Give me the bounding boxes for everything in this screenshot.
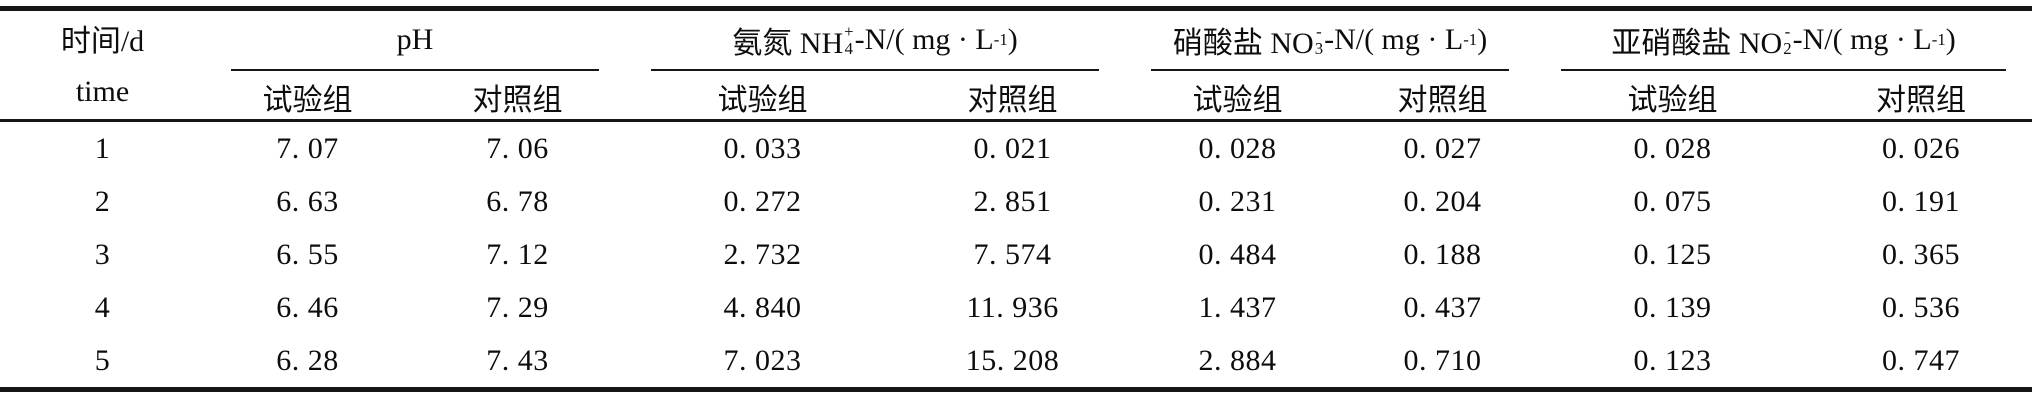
- cell-no3-control: 0. 188: [1403, 237, 1482, 271]
- cell-no2-control: 0. 365: [1882, 237, 1961, 271]
- cell-no2-control: 0. 191: [1882, 184, 1961, 218]
- group-label-nitrate: 硝酸盐 NO -3 -N/( mg · L -1 ): [1151, 15, 1510, 71]
- subheader-no2-test: 试验组: [1627, 84, 1718, 117]
- cell-no3-test: 0. 231: [1198, 184, 1277, 218]
- cell-no2-test: 0. 028: [1633, 131, 1712, 165]
- cell-time: 5: [94, 343, 111, 377]
- subheader-ph-test: 试验组: [262, 84, 353, 117]
- subheader-no3-test: 试验组: [1192, 84, 1283, 117]
- table-row: 1 7. 07 7. 06 0. 033 0. 021 0. 028 0. 02…: [0, 121, 2032, 176]
- subheader-no2-control: 对照组: [1876, 84, 1967, 117]
- cell-no3-test: 0. 484: [1198, 237, 1277, 271]
- subheader-ph-control: 对照组: [472, 84, 563, 117]
- table-header: 时间/d time pH 氨氮 NH +4 -N/( mg · L -1 ) 硝酸盐 …: [0, 9, 2032, 121]
- cell-nh4-control: 11. 936: [966, 290, 1059, 324]
- subheader-nh4-test: 试验组: [717, 84, 808, 117]
- sub-header-row: 试验组 对照组 试验组 对照组 试验组 对照组 试验组 对照组: [0, 75, 2032, 121]
- cell-time: 4: [94, 290, 111, 324]
- cell-nh4-test: 0. 033: [723, 131, 802, 165]
- cell-no2-control: 0. 747: [1882, 343, 1961, 377]
- cell-no3-test: 2. 884: [1198, 343, 1277, 377]
- group-label-ph: pH: [231, 15, 600, 71]
- cell-ph-test: 6. 46: [276, 290, 339, 324]
- cell-no2-test: 0. 123: [1633, 343, 1712, 377]
- cell-ph-control: 7. 29: [486, 290, 549, 324]
- time-header-cn: 时间/d: [60, 25, 145, 58]
- cell-no2-control: 0. 026: [1882, 131, 1961, 165]
- cell-ph-control: 7. 06: [486, 131, 549, 165]
- table-row: 3 6. 55 7. 12 2. 732 7. 574 0. 484 0. 18…: [0, 228, 2032, 281]
- cell-no2-test: 0. 075: [1633, 184, 1712, 218]
- cell-no2-control: 0. 536: [1882, 290, 1961, 324]
- cell-ph-control: 7. 12: [486, 237, 549, 271]
- cell-nh4-control: 15. 208: [965, 343, 1060, 377]
- group-label-ammonia: 氨氮 NH +4 -N/( mg · L -1 ): [651, 15, 1100, 71]
- cell-ph-test: 6. 55: [276, 237, 339, 271]
- group-header-ph: pH: [205, 9, 625, 76]
- table-row: 4 6. 46 7. 29 4. 840 11. 936 1. 437 0. 4…: [0, 281, 2032, 334]
- cell-no3-control: 0. 437: [1403, 290, 1482, 324]
- cell-nh4-control: 2. 851: [973, 184, 1052, 218]
- table-row: 2 6. 63 6. 78 0. 272 2. 851 0. 231 0. 20…: [0, 175, 2032, 228]
- table-row: 5 6. 28 7. 43 7. 023 15. 208 2. 884 0. 7…: [0, 334, 2032, 390]
- cell-ph-control: 6. 78: [486, 184, 549, 218]
- group-header-row: 时间/d time pH 氨氮 NH +4 -N/( mg · L -1 ) 硝酸盐 …: [0, 9, 2032, 108]
- group-header-nitrite: 亚硝酸盐 NO -2 -N/( mg · L -1 ): [1535, 9, 2032, 76]
- group-label-nitrite: 亚硝酸盐 NO -2 -N/( mg · L -1 ): [1561, 15, 2007, 71]
- cell-nh4-test: 4. 840: [723, 290, 802, 324]
- subheader-nh4-control: 对照组: [967, 84, 1058, 117]
- cell-time: 3: [94, 237, 111, 271]
- subheader-no3-control: 对照组: [1397, 84, 1488, 117]
- cell-no3-test: 0. 028: [1198, 131, 1277, 165]
- cell-nh4-test: 0. 272: [723, 184, 802, 218]
- cell-nh4-control: 7. 574: [973, 237, 1052, 271]
- time-header-en: time: [75, 75, 130, 108]
- group-header-ammonia: 氨氮 NH +4 -N/( mg · L -1 ): [625, 9, 1125, 76]
- cell-no3-control: 0. 710: [1403, 343, 1482, 377]
- water-quality-table: 时间/d time pH 氨氮 NH +4 -N/( mg · L -1 ) 硝酸盐 …: [0, 6, 2032, 392]
- cell-nh4-test: 2. 732: [723, 237, 802, 271]
- group-header-nitrate: 硝酸盐 NO -3 -N/( mg · L -1 ): [1125, 9, 1535, 76]
- cell-no3-control: 0. 204: [1403, 184, 1482, 218]
- cell-no2-test: 0. 125: [1633, 237, 1712, 271]
- cell-ph-test: 7. 07: [276, 131, 339, 165]
- cell-no2-test: 0. 139: [1633, 290, 1712, 324]
- cell-ph-test: 6. 63: [276, 184, 339, 218]
- cell-time: 1: [94, 131, 111, 165]
- cell-nh4-test: 7. 023: [723, 343, 802, 377]
- cell-no3-test: 1. 437: [1198, 290, 1277, 324]
- cell-no3-control: 0. 027: [1403, 131, 1482, 165]
- table-body: 1 7. 07 7. 06 0. 033 0. 021 0. 028 0. 02…: [0, 121, 2032, 390]
- cell-nh4-control: 0. 021: [973, 131, 1052, 165]
- cell-ph-test: 6. 28: [276, 343, 339, 377]
- cell-ph-control: 7. 43: [486, 343, 549, 377]
- time-column-header: 时间/d time: [0, 9, 205, 121]
- cell-time: 2: [94, 184, 111, 218]
